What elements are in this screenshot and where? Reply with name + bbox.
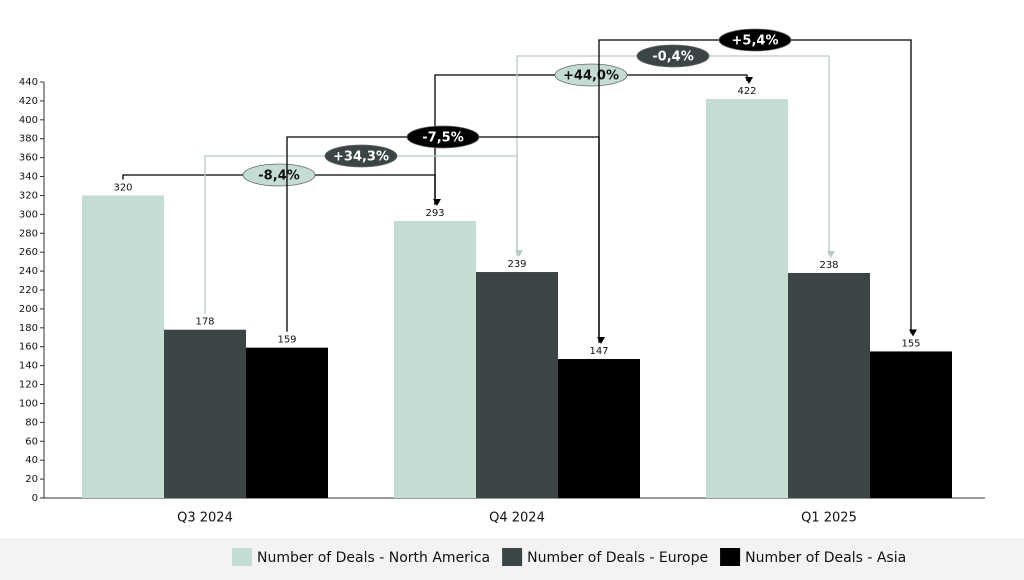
y-tick-label: 0 [32,493,38,504]
change-label: -8,4% [258,169,299,184]
change-label: -0,4% [652,50,693,65]
value-label: 320 [113,182,132,193]
y-tick-label: 320 [19,190,38,201]
legend-swatch [720,548,741,566]
y-tick-label: 160 [19,342,38,353]
y-tick-label: 100 [19,398,38,409]
value-label: 178 [195,317,214,328]
value-label: 155 [901,338,920,349]
legend-label: Number of Deals - Europe [527,550,708,566]
change-bubble [554,63,628,87]
bar [82,195,164,499]
y-tick-label: 260 [19,247,38,258]
y-tick-label: 400 [19,115,38,126]
bar [788,272,870,498]
change-label: +44,0% [563,69,619,84]
y-tick-label: 300 [19,209,38,220]
x-tick-label: Q4 2024 [489,511,545,526]
y-tick-label: 140 [19,361,38,372]
y-tick-label: 40 [25,455,38,466]
y-tick-label: 340 [19,172,38,183]
y-tick-label: 20 [25,474,38,485]
y-tick-label: 380 [19,134,38,145]
y-tick-label: 200 [19,304,38,315]
bar [870,351,952,498]
value-label: 159 [277,335,296,346]
x-tick-label: Q3 2024 [177,511,233,526]
bar [246,347,328,498]
y-tick-label: 360 [19,153,38,164]
change-bubble [636,44,710,68]
change-bubble [324,144,398,168]
bar [706,99,788,498]
bar [476,272,558,498]
y-tick-label: 220 [19,285,38,296]
legend-label: Number of Deals - North America [257,550,490,566]
y-tick-label: 180 [19,323,38,334]
bar [394,220,476,498]
legend-swatch [232,548,252,566]
bar [558,359,640,498]
y-tick-label: 420 [19,96,38,107]
value-label: 293 [425,208,444,219]
x-tick-label: Q1 2025 [801,511,857,526]
change-label: +34,3% [333,150,389,165]
legend-label: Number of Deals - Asia [745,550,906,566]
y-tick-label: 240 [19,266,38,277]
y-tick-label: 120 [19,380,38,391]
change-bubble [242,163,316,187]
value-label: 239 [507,259,526,270]
change-label: -7,5% [422,131,463,146]
change-bubble [718,28,792,52]
value-label: 422 [737,86,756,97]
y-tick-label: 60 [25,436,38,447]
value-label: 238 [819,260,838,271]
y-tick-label: 80 [25,417,38,428]
y-tick-label: 280 [19,228,38,239]
change-bubble [406,125,480,149]
change-connector [434,74,753,205]
legend-swatch [502,548,523,566]
value-label: 147 [589,346,608,357]
change-label: +5,4% [732,34,779,49]
y-tick-label: 440 [19,77,38,88]
bar [164,329,246,498]
